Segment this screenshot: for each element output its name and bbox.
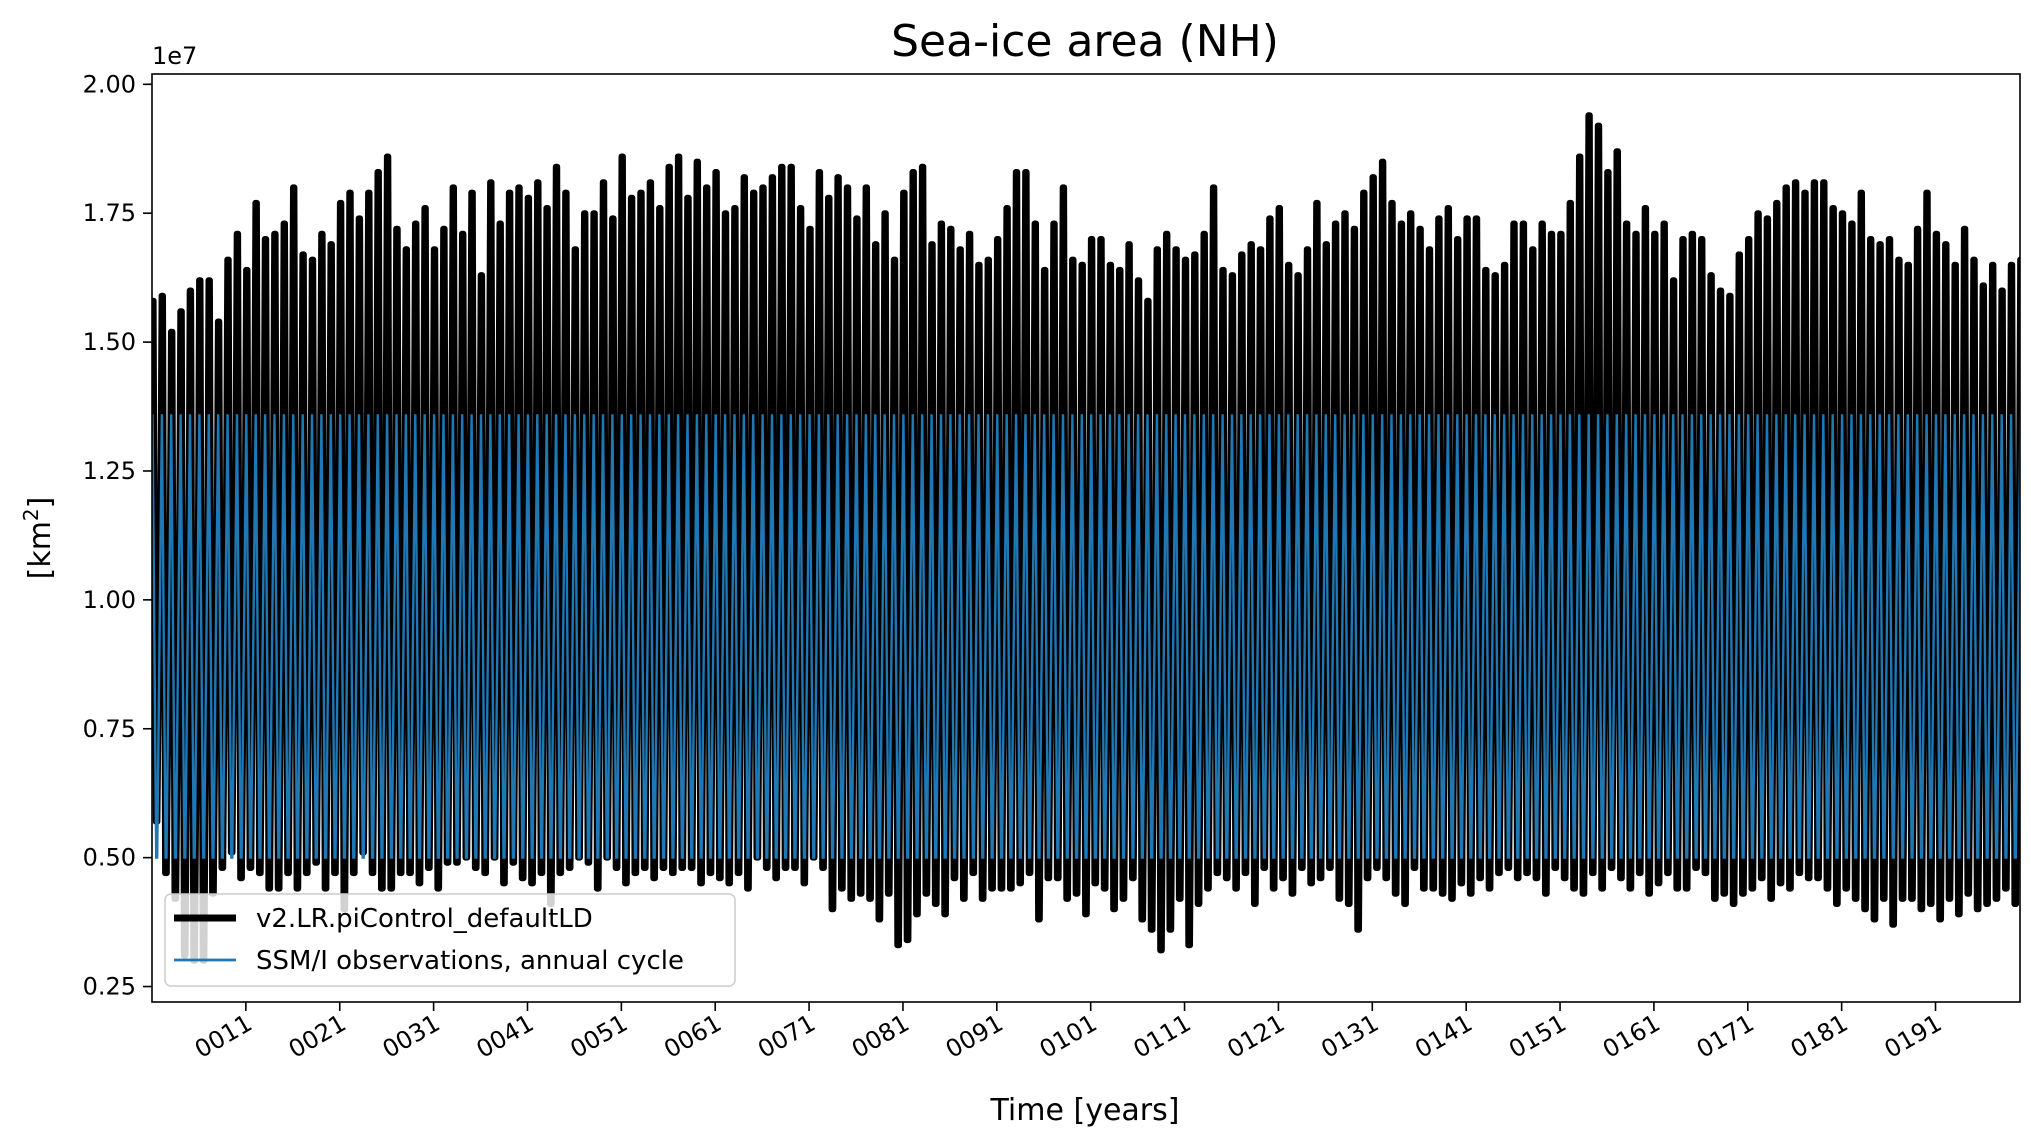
chart-title: Sea-ice area (NH) (891, 16, 1279, 67)
y-tick-label: 1.25 (83, 457, 136, 485)
x-axis-label: Time [years] (990, 1093, 1180, 1128)
legend-label-observations: SSM/I observations, annual cycle (256, 946, 684, 976)
legend-box (164, 893, 736, 987)
y-tick-label: 0.50 (83, 844, 136, 872)
y-tick-label: 0.25 (83, 973, 136, 1001)
legend-label-model: v2.LR.piControl_defaultLD (256, 904, 593, 934)
series-line-observations (152, 414, 2020, 859)
legend: v2.LR.piControl_defaultLD SSM/I observat… (164, 893, 736, 987)
y-tick-label: 0.75 (83, 715, 136, 743)
y-tick-label: 2.00 (83, 70, 136, 98)
y-tick-label: 1.75 (83, 199, 136, 227)
plot-frame (151, 73, 2021, 1003)
y-tick-label: 1.00 (83, 586, 136, 614)
y-axis-label: [km2] (19, 497, 58, 580)
y-axis-offset-label: 1e7 (152, 42, 197, 70)
y-tick-label: 1.50 (83, 328, 136, 356)
y-axis: 0.25 0.50 0.75 1.00 1.25 1.50 1.75 2.00 (83, 70, 152, 1001)
series-layer (152, 112, 2020, 964)
